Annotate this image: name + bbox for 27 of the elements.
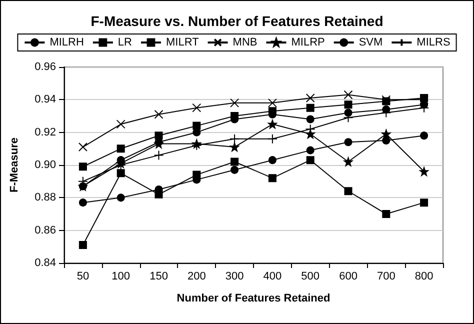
x-tick-label: 600 xyxy=(339,270,358,282)
legend-label: MILRS xyxy=(416,36,450,48)
x-tick-label: 200 xyxy=(187,270,206,282)
legend-label: LR xyxy=(118,36,132,48)
x-tick-label: 500 xyxy=(301,270,320,282)
legend-label: MILRT xyxy=(166,36,200,48)
legend-label: MNB xyxy=(232,36,258,48)
legend-label: MILRP xyxy=(291,36,325,48)
x-tick-label: 400 xyxy=(263,270,282,282)
x-tick-label: 50 xyxy=(76,270,90,282)
y-tick-label: 0.90 xyxy=(34,159,56,171)
y-tick-label: 0.86 xyxy=(34,224,56,236)
x-tick-label: 150 xyxy=(150,270,168,282)
y-tick-label: 0.88 xyxy=(34,192,56,204)
y-tick-label: 0.84 xyxy=(34,257,56,269)
y-tick-label: 0.92 xyxy=(34,126,56,138)
x-tick-label: 700 xyxy=(376,270,396,282)
x-tick-label: 300 xyxy=(225,270,244,282)
x-tick-label: 100 xyxy=(112,270,130,282)
chart-title: F-Measure vs. Number of Features Retained xyxy=(90,13,384,29)
legend-label: SVM xyxy=(358,36,383,48)
x-tick-label: 800 xyxy=(414,270,434,282)
y-axis-title: F-Measure xyxy=(8,137,20,193)
y-tick-label: 0.94 xyxy=(34,94,56,106)
x-axis-title: Number of Features Retained xyxy=(176,292,330,304)
legend-label: MILRH xyxy=(50,36,84,48)
y-tick-label: 0.96 xyxy=(34,61,56,73)
